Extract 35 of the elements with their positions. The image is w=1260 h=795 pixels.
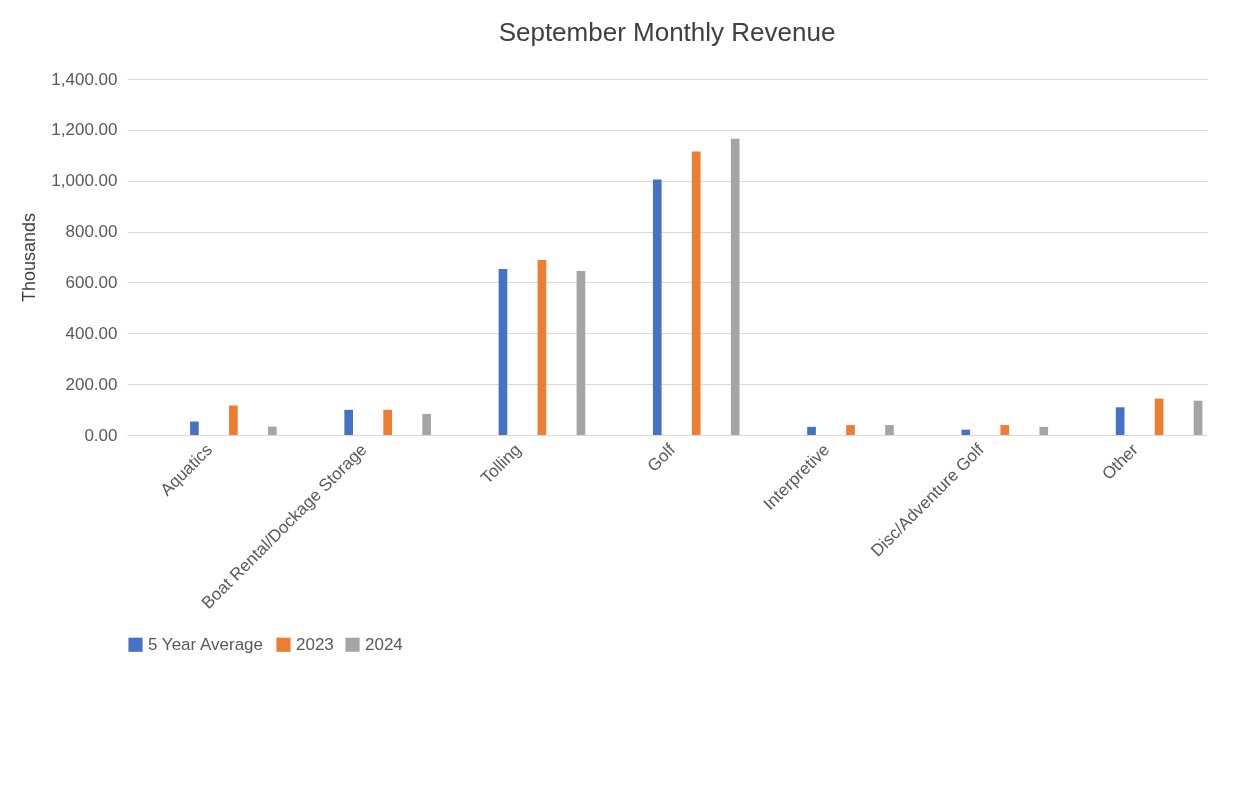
y-tick-label: 1,000.00 [51,171,118,191]
bar [652,179,662,435]
bar [344,409,354,435]
bar [576,270,586,435]
x-tick-label: Golf [643,439,680,476]
bar [961,429,971,435]
chart-title: September Monthly Revenue [498,17,836,47]
bar [807,426,816,435]
bar [190,421,199,435]
y-tick-label: 1,400.00 [51,69,118,89]
y-tick-label: 400.00 [65,323,118,343]
bar [1154,398,1164,435]
bar [846,425,855,435]
legend-label: 2023 [296,634,334,654]
bar [422,413,431,435]
bar [229,405,238,435]
y-axis-title: Thousands [19,212,40,303]
bar [1039,426,1049,435]
bar [1193,400,1203,435]
y-tick-label: 600.00 [65,272,118,292]
bar [1000,425,1010,435]
y-tick-label: 1,200.00 [51,120,118,140]
y-tick-label: 800.00 [65,222,118,242]
bar [691,151,701,435]
bar [268,426,277,435]
legend-label: 5 Year Average [148,634,264,654]
bar [383,409,392,435]
bar [537,260,547,435]
y-tick-label: 0.00 [84,425,118,445]
bar [730,138,740,435]
bar [498,268,508,435]
legend-label: 2024 [365,634,403,654]
y-tick-label: 200.00 [65,374,118,394]
bar [1115,407,1125,435]
bar [885,425,894,435]
